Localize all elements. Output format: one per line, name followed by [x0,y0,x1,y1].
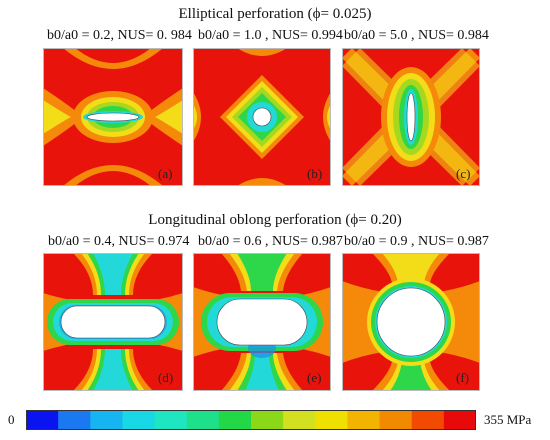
oblong-section-title: Longitudinal oblong perforation (ϕ= 0.20… [148,212,402,228]
caption-b: b0/a0 = 1.0 , NUS= 0.994 [198,28,343,44]
caption-a-text: b0/a0 = 0.2, NUS= 0. 984 [47,28,192,43]
stress-panel-f [342,253,480,391]
caption-d: b0/a0 = 0.4, NUS= 0.974 [48,234,189,250]
panel-tag-e: (e) [307,370,322,385]
caption-e: b0/a0 = 0.6 , NUS= 0.987 [198,234,343,250]
caption-c-text: b0/a0 = 5.0 , NUS= 0.984 [344,28,489,43]
caption-c: b0/a0 = 5.0 , NUS= 0.984 [344,28,489,44]
panel-tag-f: (f) [456,370,469,385]
caption-e-text: b0/a0 = 0.6 , NUS= 0.987 [198,234,343,249]
colorbar-segment [251,410,284,430]
colorbar-segment [347,410,381,430]
colorbar-segments [26,410,476,430]
stress-panel-c [342,48,480,186]
colorbar-segment [218,410,252,430]
stress-panel-a [43,48,183,186]
colorbar-segment [315,410,348,430]
colorbar-segment [443,410,476,430]
colorbar-segment [122,410,156,430]
panel-tag-c: (c) [456,166,471,181]
panel-tag-d: (d) [158,370,174,385]
caption-f: b0/a0 = 0.9 , NUS= 0.987 [344,234,489,250]
caption-f-text: b0/a0 = 0.9 , NUS= 0.987 [344,234,489,249]
colorbar-segment [411,410,445,430]
colorbar-segment [154,410,188,430]
stress-panel-b [193,48,331,186]
colorbar-min-label: 0 [8,412,15,427]
colorbar-segment [379,410,413,430]
colorbar-max-label: 355 MPa [484,412,532,427]
caption-b-text: b0/a0 = 1.0 , NUS= 0.994 [198,28,343,43]
colorbar-segment [186,410,220,430]
colorbar-segment [26,410,59,430]
stress-panel-e [193,253,331,391]
caption-d-text: b0/a0 = 0.4, NUS= 0.974 [48,234,190,249]
stress-panel-d [43,253,183,391]
colorbar-segment [58,410,91,430]
panel-tag-b: (b) [307,166,323,181]
stress-colorbar [26,410,476,430]
panel-tag-a: (a) [158,166,173,181]
colorbar-segment [283,410,316,430]
colorbar-segment [90,410,123,430]
caption-a: b0/a0 = 0.2, NUS= 0. 984 [47,28,192,44]
elliptical-section-title: Elliptical perforation (ϕ= 0.025) [178,6,372,22]
